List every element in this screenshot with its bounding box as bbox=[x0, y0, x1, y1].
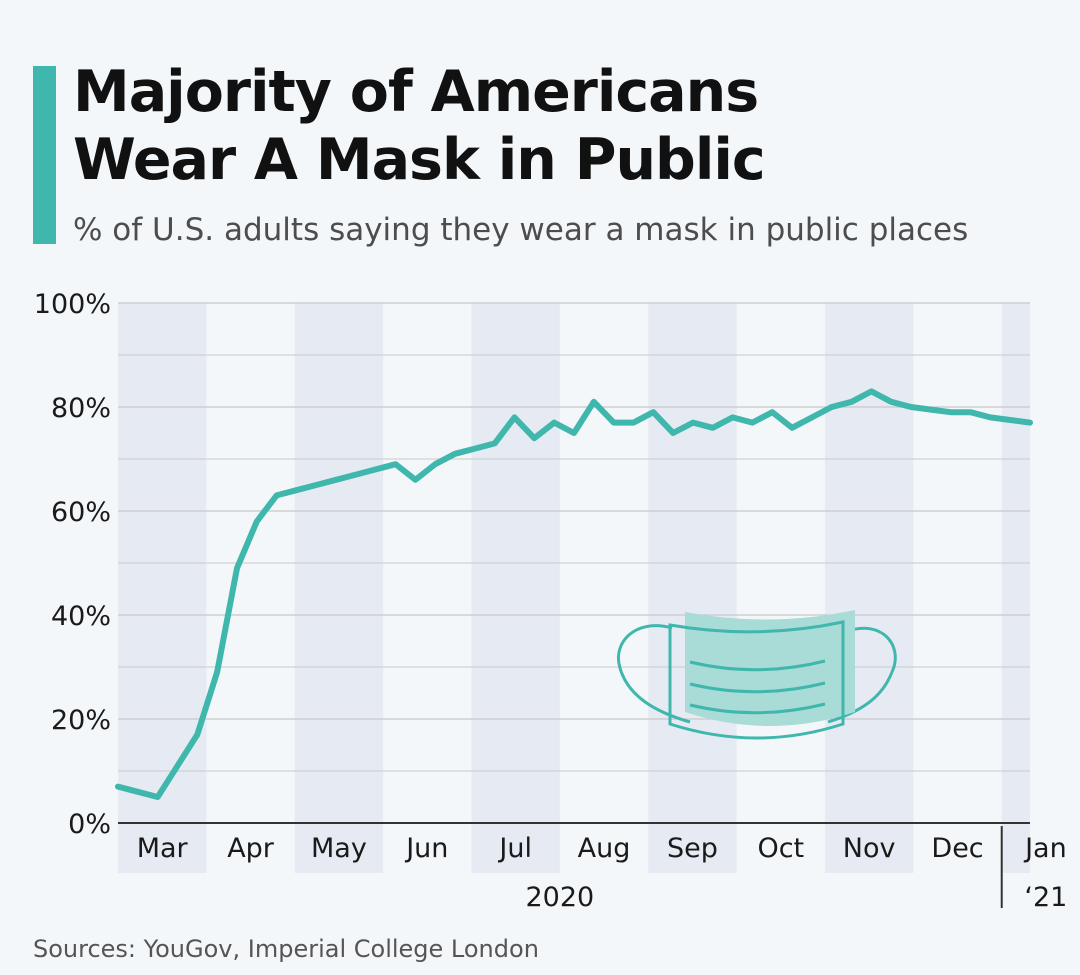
series-line bbox=[115, 388, 1033, 800]
mask-pleat-2 bbox=[689, 681, 826, 694]
title-accent-bar bbox=[33, 66, 56, 244]
chart-title: Majority of Americans Wear A Mask in Pub… bbox=[73, 58, 766, 194]
x-axis-labels: Mar Apr May Jun Jul Aug Sep Oct Nov Dec Jan 2020 ‘21 bbox=[137, 826, 1067, 913]
x-tick-label: Sep bbox=[667, 833, 718, 864]
x-tick-label: Apr bbox=[227, 833, 275, 864]
y-axis-labels: 0% 20% 40% 60% 80% 100% bbox=[34, 289, 111, 840]
month-band bbox=[118, 303, 207, 873]
month-band bbox=[1001, 303, 1030, 873]
x-tick-label: May bbox=[311, 833, 367, 864]
x-tick-label: Dec bbox=[931, 833, 983, 864]
gridlines bbox=[118, 302, 1030, 824]
source-note: Sources: YouGov, Imperial College London bbox=[33, 935, 539, 963]
chart-subtitle: % of U.S. adults saying they wear a mask… bbox=[73, 212, 969, 248]
x-tick-label: Aug bbox=[578, 833, 631, 864]
year-label: ‘21 bbox=[1024, 882, 1067, 913]
x-tick-label: Jun bbox=[404, 833, 448, 864]
mask-pleat-3 bbox=[689, 702, 826, 715]
face-mask-icon bbox=[617, 610, 897, 740]
y-tick-label: 60% bbox=[51, 497, 111, 528]
x-tick-label: Jul bbox=[497, 833, 532, 864]
series-layer bbox=[115, 388, 1033, 800]
chart-title-line-2: Wear A Mask in Public bbox=[73, 127, 766, 193]
mask-pleat-1 bbox=[689, 659, 826, 672]
chart-title-line-1: Majority of Americans bbox=[73, 59, 759, 125]
month-band bbox=[824, 303, 914, 873]
y-tick-label: 0% bbox=[68, 809, 111, 840]
year-label: 2020 bbox=[526, 882, 595, 913]
mask-outline bbox=[668, 620, 845, 740]
y-tick-label: 80% bbox=[51, 393, 111, 424]
y-tick-label: 40% bbox=[51, 601, 111, 632]
line-chart: 0% 20% 40% 60% 80% 100% Mar Apr May Jun Jul Aug Sep… bbox=[34, 289, 1068, 913]
x-tick-label: Jan bbox=[1023, 833, 1067, 864]
y-tick-label: 20% bbox=[51, 705, 111, 736]
month-band bbox=[648, 303, 737, 873]
month-bands bbox=[118, 303, 1030, 873]
x-tick-label: Oct bbox=[757, 833, 804, 864]
mask-strap-right bbox=[827, 626, 897, 724]
month-band bbox=[471, 303, 560, 873]
month-band bbox=[294, 303, 384, 873]
x-tick-label: Mar bbox=[137, 833, 189, 864]
x-tick-label: Nov bbox=[843, 833, 896, 864]
mask-strap-left bbox=[617, 624, 691, 724]
y-tick-label: 100% bbox=[34, 289, 111, 320]
